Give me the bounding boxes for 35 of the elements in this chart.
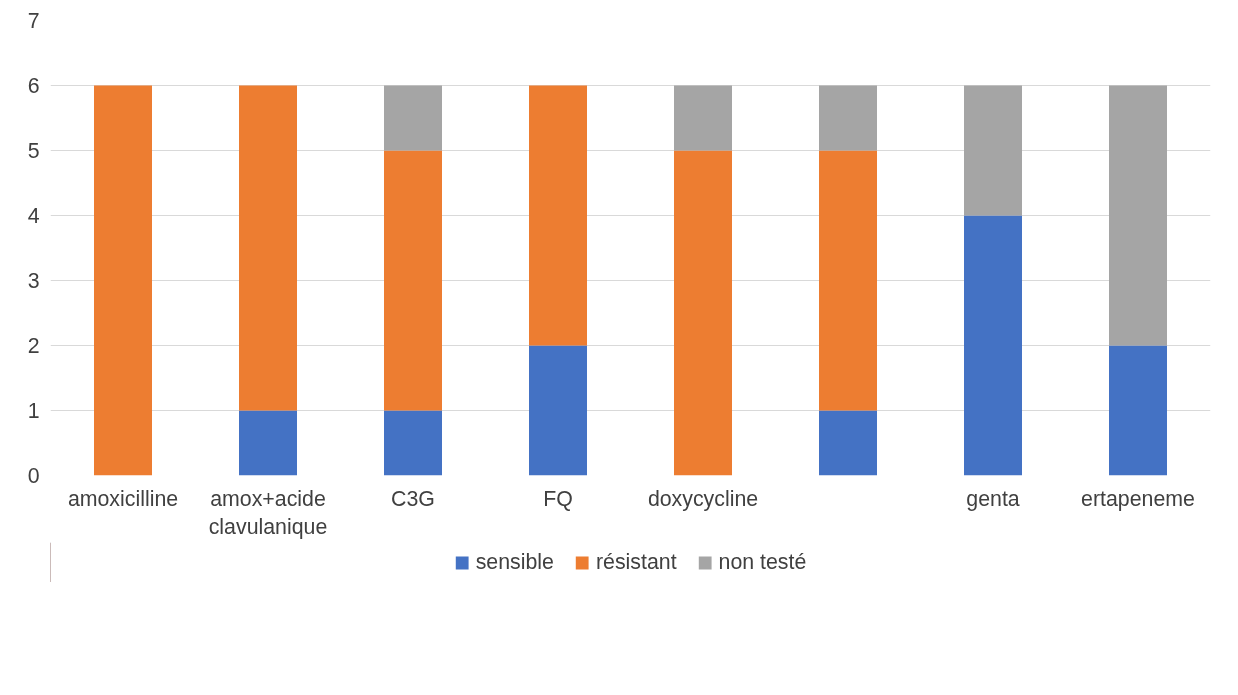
y-tick-label: 7 (27, 9, 40, 33)
bar (1109, 85, 1167, 346)
legend-label: résistant (595, 549, 677, 575)
x-tick-label: FQ (543, 486, 573, 511)
bar (384, 410, 442, 476)
y-tick-label: 6 (27, 74, 40, 98)
bar (964, 215, 1022, 476)
bar (529, 345, 587, 476)
y-tick-label: 3 (27, 269, 40, 293)
bar (239, 85, 297, 411)
y-tick-label: 0 (27, 464, 40, 488)
legend-label: non testé (718, 549, 807, 575)
bar (819, 410, 877, 476)
x-tick-label: C3G (391, 486, 435, 511)
bar (529, 85, 587, 346)
y-tick-label: 5 (27, 139, 40, 163)
x-tick-label: ertapeneme (1081, 486, 1195, 511)
bar (964, 85, 1022, 216)
x-tick-label: amox+acide clavulanique (208, 486, 328, 540)
bar (819, 150, 877, 411)
bar (384, 150, 442, 411)
bar (239, 410, 297, 476)
x-tick-label: amoxicilline (67, 486, 179, 511)
bar (94, 85, 152, 476)
bar (384, 85, 442, 151)
bar (1109, 345, 1167, 476)
x-tick-label: genta (966, 486, 1020, 511)
bar (819, 85, 877, 151)
y-tick-label: 4 (27, 204, 40, 228)
y-tick-label: 1 (27, 399, 40, 423)
bar (674, 150, 732, 476)
legend-label: sensible (475, 549, 554, 575)
x-tick-label: doxycycline (647, 486, 759, 511)
y-tick-label: 2 (27, 334, 40, 358)
bar (674, 85, 732, 151)
